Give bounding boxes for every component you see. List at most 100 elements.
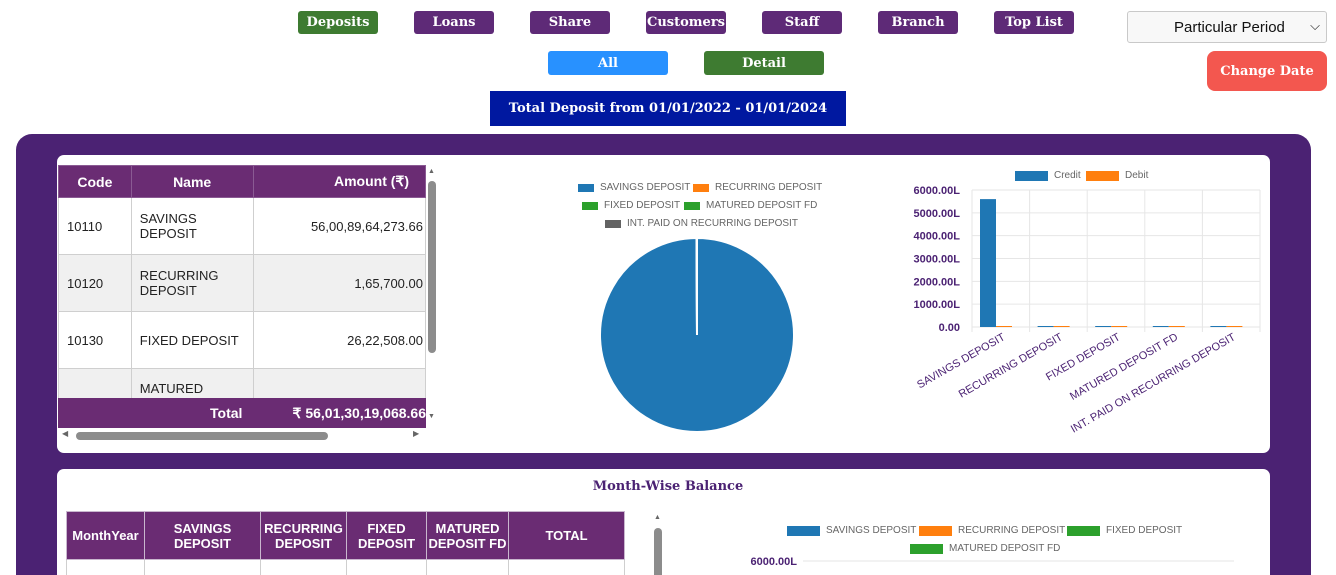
x-tick-label: MATURED DEPOSIT FD — [1068, 331, 1180, 403]
deposit-table: Code Name Amount (₹) 10110 SAVINGS DEPOS… — [58, 165, 426, 426]
share-button[interactable]: Share — [530, 11, 610, 34]
legend-swatch — [1086, 170, 1119, 181]
legend-recurring[interactable]: RECURRING DEPOSIT — [693, 182, 822, 193]
scroll-down-icon[interactable]: ▼ — [428, 413, 435, 420]
change-date-button[interactable]: Change Date — [1207, 51, 1327, 91]
scroll-up-icon[interactable]: ▲ — [428, 168, 435, 175]
bar-debit[interactable] — [1168, 326, 1185, 327]
header-recurring[interactable]: RECURRING DEPOSIT — [260, 511, 347, 560]
scrollbar-thumb[interactable] — [428, 181, 436, 353]
legend-savings[interactable]: SAVINGS DEPOSIT — [578, 182, 690, 193]
bar-debit[interactable] — [1111, 326, 1128, 327]
mw-legend-savings[interactable]: SAVINGS DEPOSIT — [787, 525, 916, 536]
header-savings[interactable]: SAVINGS DEPOSIT — [144, 511, 261, 560]
legend-label: MATURED DEPOSIT FD — [706, 200, 818, 211]
legend-swatch — [693, 183, 709, 192]
month-wise-title: Month-Wise Balance — [592, 479, 744, 494]
chevron-down-icon: ⌵ — [1310, 18, 1320, 33]
staff-button[interactable]: Staff — [762, 11, 842, 34]
y-tick-label: 6000.00L — [751, 556, 798, 568]
total-label: Total — [210, 405, 243, 421]
bar-credit[interactable] — [1037, 326, 1054, 327]
table-horizontal-scrollbar[interactable]: ◀ ▶ — [58, 429, 426, 441]
scroll-up-icon[interactable]: ▲ — [654, 514, 661, 521]
legend-label: RECURRING DEPOSIT — [715, 182, 823, 193]
customers-button[interactable]: Customers — [646, 11, 726, 34]
header-total[interactable]: TOTAL — [508, 511, 625, 560]
legend-label: FIXED DEPOSIT — [604, 200, 681, 211]
legend-credit[interactable]: Credit — [1015, 170, 1081, 181]
legend-swatch — [1067, 525, 1100, 536]
table-row[interactable]: 10120 RECURRING DEPOSIT 1,65,700.00 — [58, 254, 426, 312]
row-amount: 56,00,89,64,273.66 — [252, 197, 426, 255]
legend-swatch — [605, 219, 621, 228]
legend-label: RECURRING DEPOSIT — [958, 525, 1066, 536]
y-tick-label: 4000.00L — [914, 231, 961, 243]
legend-int-paid[interactable]: INT. PAID ON RECURRING DEPOSIT — [605, 218, 798, 229]
scroll-right-icon[interactable]: ▶ — [413, 429, 420, 438]
legend-fixed[interactable]: FIXED DEPOSIT — [582, 200, 680, 211]
branch-button[interactable]: Branch — [878, 11, 958, 34]
row-amount: 1,65,700.00 — [252, 254, 426, 312]
loans-button[interactable]: Loans — [414, 11, 494, 34]
legend-swatch — [919, 525, 952, 536]
table-vertical-scrollbar[interactable]: ▲ ▼ — [427, 167, 437, 425]
bar-credit[interactable] — [980, 199, 996, 327]
row-name: RECURRING DEPOSIT — [130, 254, 254, 312]
scrollbar-thumb[interactable] — [76, 432, 328, 440]
total-value: ₹ 56,01,30,19,068.66 — [292, 405, 426, 421]
legend-debit[interactable]: Debit — [1086, 170, 1148, 181]
bar-debit[interactable] — [1226, 326, 1243, 327]
y-tick-label: 2000.00L — [914, 276, 961, 288]
legend-swatch — [582, 201, 598, 210]
row-code: 10110 — [58, 197, 132, 255]
month-wise-table: MonthYear SAVINGS DEPOSIT RECURRING DEPO… — [66, 511, 625, 575]
bar-debit[interactable] — [996, 326, 1012, 327]
table-row[interactable] — [66, 559, 625, 575]
legend-label: SAVINGS DEPOSIT — [826, 525, 917, 536]
bar-credit[interactable] — [1095, 326, 1112, 327]
period-select-value: Particular Period — [1174, 18, 1285, 36]
row-name: SAVINGS DEPOSIT — [130, 197, 254, 255]
header-fixed[interactable]: FIXED DEPOSIT — [346, 511, 427, 560]
header-code[interactable]: Code — [58, 165, 132, 198]
header-matured[interactable]: MATURED DEPOSIT FD — [426, 511, 509, 560]
legend-matured[interactable]: MATURED DEPOSIT FD — [684, 200, 817, 211]
table-row[interactable]: 10130 FIXED DEPOSIT 26,22,508.00 — [58, 311, 426, 369]
row-code: 10120 — [58, 254, 132, 312]
y-tick-label: 6000.00L — [914, 185, 961, 197]
bar-credit[interactable] — [1210, 326, 1227, 327]
top-list-button[interactable]: Top List — [994, 11, 1074, 34]
legend-label: Debit — [1125, 170, 1149, 181]
x-tick-label: RECURRING DEPOSIT — [957, 331, 1065, 401]
legend-swatch — [684, 201, 700, 210]
total-row: Total ₹ 56,01,30,19,068.66 — [58, 398, 426, 428]
legend-label: FIXED DEPOSIT — [1106, 525, 1183, 536]
legend-label: MATURED DEPOSIT FD — [949, 543, 1061, 554]
scrollbar-thumb[interactable] — [654, 528, 662, 575]
bar-credit[interactable] — [1152, 326, 1169, 327]
month-wise-chart: 6000.00L — [751, 556, 1234, 568]
legend-swatch — [787, 525, 820, 536]
mw-legend-recurring[interactable]: RECURRING DEPOSIT — [919, 525, 1065, 536]
scroll-left-icon[interactable]: ◀ — [62, 429, 69, 438]
legend-swatch — [910, 543, 943, 554]
header-monthyear[interactable]: MonthYear — [66, 511, 145, 560]
bar-debit[interactable] — [1053, 326, 1070, 327]
table-row[interactable]: 10110 SAVINGS DEPOSIT 56,00,89,64,273.66 — [58, 197, 426, 255]
y-tick-label: 5000.00L — [914, 208, 961, 220]
row-code: 10130 — [58, 311, 132, 369]
detail-button[interactable]: Detail — [704, 51, 824, 75]
period-select[interactable]: Particular Period ⌵ — [1127, 11, 1327, 43]
deposits-button[interactable]: Deposits — [298, 11, 378, 34]
page-title: Total Deposit from 01/01/2022 - 01/01/20… — [490, 91, 846, 126]
mw-legend-fixed[interactable]: FIXED DEPOSIT — [1067, 525, 1182, 536]
header-name[interactable]: Name — [130, 165, 254, 198]
deposit-pie-chart — [599, 236, 795, 433]
all-button[interactable]: All — [548, 51, 668, 75]
mw-legend-matured[interactable]: MATURED DEPOSIT FD — [910, 543, 1060, 554]
legend-label: SAVINGS DEPOSIT — [600, 182, 691, 193]
header-amount[interactable]: Amount (₹) — [252, 165, 426, 198]
month-table-vertical-scrollbar[interactable]: ▲ — [653, 514, 663, 575]
row-name: FIXED DEPOSIT — [130, 311, 254, 369]
